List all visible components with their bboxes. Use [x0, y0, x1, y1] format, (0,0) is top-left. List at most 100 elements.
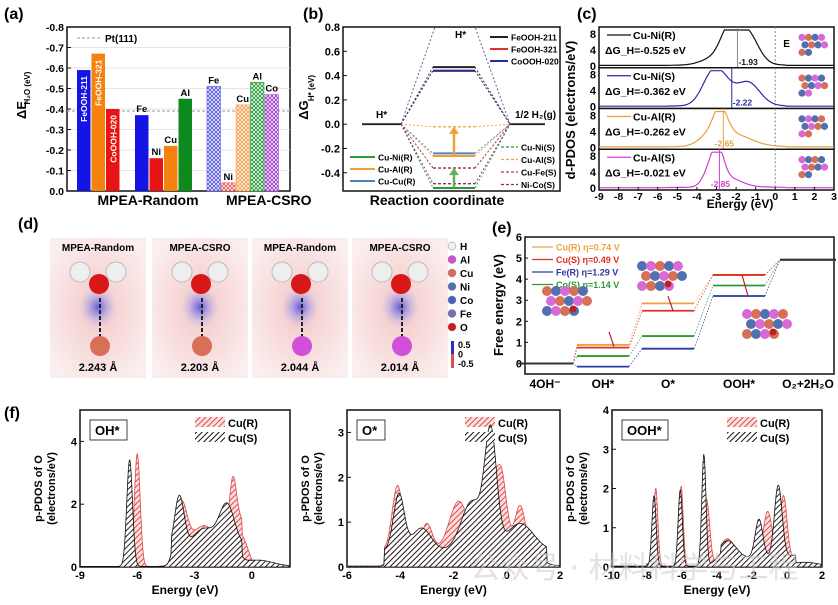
f-xlabel: Energy (eV)	[420, 583, 487, 597]
c-dos-curve	[599, 29, 834, 67]
c-xtick-label: 3	[831, 191, 837, 203]
c-atom	[811, 115, 819, 123]
b-legend-label: FeOOH-211	[511, 33, 557, 43]
a-bar-label: CoOOH-020	[108, 115, 118, 163]
e-cluster-atom	[578, 286, 588, 296]
c-xtick-label: -3	[712, 191, 721, 203]
a-bar	[221, 182, 236, 192]
f-xtick-label: -3	[190, 570, 200, 582]
c-atom	[820, 41, 829, 49]
e-xtick-label: OOH*	[723, 377, 755, 391]
c-dband-center-label: -2.85	[711, 179, 731, 189]
f-ytick-label: 2	[338, 472, 344, 484]
panel-d-charge-density: MPEA-Random 2.243 Å MPEA-CSRO 2.203 Å MPEA-R…	[50, 238, 474, 378]
c-atom	[804, 33, 813, 41]
a-bar-label: FeOOH-211	[79, 76, 89, 122]
c-subplot-frame	[598, 67, 835, 110]
a-bar	[235, 104, 250, 192]
c-atom	[798, 89, 806, 97]
f-ytick-label: 0	[71, 562, 77, 574]
c-dband-center-label: -1.93	[738, 57, 758, 67]
c-atom	[814, 122, 822, 130]
d-depletion-region	[180, 285, 220, 329]
c-ytick-label: 4	[590, 45, 597, 57]
e-cluster-atom	[668, 271, 678, 281]
e-xtick-label: O₂+2H₂O	[782, 377, 834, 391]
c-ylabel: d-PDOS (electrons/eV)	[563, 41, 578, 180]
b-xlabel: Reaction coordinate	[370, 192, 505, 208]
b-connector	[400, 123, 434, 184]
e-cluster-atom	[742, 309, 752, 319]
f-xtick-label: -2	[747, 570, 757, 582]
f-legend-swatch	[465, 417, 495, 427]
c-atom	[811, 33, 819, 41]
d-image-title: MPEA-CSRO	[369, 243, 430, 254]
b-h-top-label: H*	[455, 30, 466, 41]
c-atom	[801, 163, 809, 171]
c-atom	[804, 115, 813, 123]
e-connector	[693, 285, 714, 337]
c-atom	[807, 82, 816, 90]
b-legend-label: Cu-Cu(R)	[378, 177, 415, 187]
f-ytick-label: 2	[71, 499, 77, 511]
e-ytick-label: 0	[516, 358, 522, 370]
b-arrowhead-cu-ni	[449, 168, 459, 176]
c-xtick-label: -8	[614, 191, 623, 203]
f-ytick-label: 0	[338, 562, 344, 574]
c-ytick-label: 8	[590, 70, 596, 82]
a-bar	[149, 158, 163, 191]
f-xtick-label: -2	[449, 570, 459, 582]
d-colorbar-pos	[451, 341, 454, 354]
c-ytick-label: 8	[590, 29, 596, 41]
c-atom	[817, 115, 826, 123]
panel-label-a: (a)	[4, 6, 24, 23]
c-xtick-label: 0	[772, 191, 778, 203]
f-xtick-label: 2	[819, 570, 825, 582]
panel-label-b: (b)	[303, 6, 323, 23]
c-atom	[817, 33, 826, 41]
d-oxygen-atom	[391, 274, 411, 294]
e-cluster-atom	[569, 286, 579, 296]
e-ytick-label: 6	[516, 232, 522, 244]
e-ytick-label: 4	[516, 274, 523, 286]
a-group-label-csro: MPEA-CSRO	[226, 192, 312, 208]
c-ef-label: E	[783, 39, 790, 50]
f-xlabel: Energy (eV)	[152, 583, 219, 597]
e-cluster-atom	[659, 271, 669, 281]
e-cluster-atom	[646, 281, 656, 291]
f-xtick-label: -8	[642, 570, 652, 582]
e-ytick-label: 5	[516, 253, 522, 265]
a-legend-pt111: Pt(111)	[105, 34, 137, 45]
c-atom	[817, 156, 826, 164]
d-colorbar-neg	[451, 354, 454, 368]
d-distance-label: 2.014 Å	[381, 361, 420, 374]
f-adsorbate-box	[89, 419, 128, 441]
e-xtick-label: OH*	[592, 377, 615, 391]
panel-e-free-energy: 0 1 2 3 4 5 6 Free energy (eV) Cu(R) η=0.74 V Cu(…	[491, 232, 836, 391]
e-cluster-atom	[746, 319, 756, 329]
d-oxygen-atom	[291, 274, 311, 294]
c-ytick-label: 0	[590, 102, 596, 114]
b-ylabel: ΔG	[296, 100, 311, 119]
a-bar-label: Al	[181, 88, 191, 99]
d-distance-label: 2.243 Å	[79, 361, 118, 374]
c-xtick-label: -1	[751, 191, 760, 203]
e-cluster-atom	[555, 296, 565, 306]
c-dband-center-label: -2.65	[715, 138, 735, 148]
f-legend-label: Cu(R)	[228, 418, 258, 430]
c-legend-label: Cu-Ni(S)	[633, 71, 675, 83]
c-ytick-label: 4	[590, 86, 597, 98]
a-ytick-label: -0.5	[46, 84, 64, 96]
c-xtick-label: -2	[731, 191, 740, 203]
d-colorbar-label: -0.5	[458, 359, 474, 369]
d-legend-label: Al	[460, 256, 470, 267]
panel-label-f: (f)	[4, 405, 20, 422]
a-bar-label: Cu	[236, 94, 249, 105]
f-ylabel: p-PDOS of O	[33, 455, 45, 522]
f-adsorbate-box	[356, 419, 386, 441]
c-dg-label: ΔG_H=-0.362 eV	[605, 86, 686, 98]
d-image-title: MPEA-CSRO	[169, 243, 230, 254]
e-connector	[572, 363, 578, 367]
a-bar-label: Co	[265, 84, 278, 95]
f-xtick-label: -4	[395, 570, 406, 582]
